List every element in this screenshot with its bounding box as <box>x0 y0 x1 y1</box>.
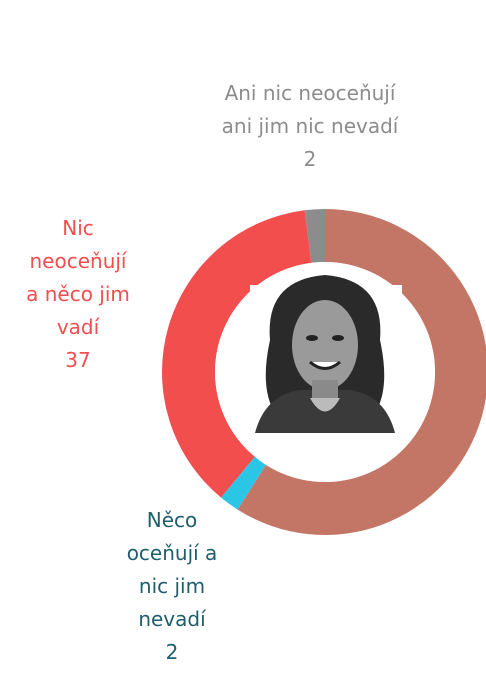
category-label: Nic neoceňují a něco jim vadí <box>26 216 130 339</box>
value-label: 37 <box>65 348 90 372</box>
label-line: nevadí <box>138 607 207 631</box>
category-label: Něco oceňují a nic jim nevadí <box>127 508 218 631</box>
category-label: Ani nic neoceňují ani jim nic nevadí <box>222 81 400 138</box>
value-label: 2 <box>304 147 317 171</box>
portrait <box>215 262 435 482</box>
label-line: a něco jim <box>26 282 130 306</box>
label-line: ani jim nic nevadí <box>222 114 400 138</box>
label-line: vadí <box>57 315 101 339</box>
label-line: nic jim <box>139 574 205 598</box>
donut-segment <box>237 209 486 535</box>
label-line: Ani nic neoceňují <box>225 81 397 105</box>
donut-segment <box>162 210 312 498</box>
label-line: Nic <box>62 216 94 240</box>
donut-segment <box>221 456 267 510</box>
donut-segment <box>304 209 325 263</box>
label-line: neoceňují <box>30 249 128 273</box>
label-line: oceňují a <box>127 541 218 565</box>
value-label: 2 <box>166 640 179 664</box>
label-line: Něco <box>147 508 198 532</box>
